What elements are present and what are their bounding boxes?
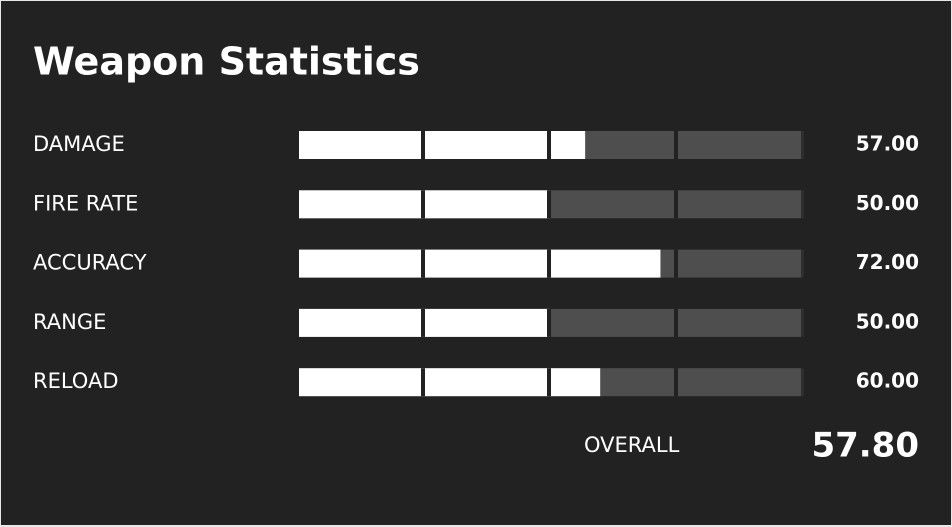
bar-segment-gap bbox=[674, 368, 678, 397]
stat-label: FIRE RATE bbox=[33, 191, 138, 215]
bar-segment-gap bbox=[674, 190, 678, 219]
bar-end bbox=[801, 249, 804, 278]
bar-fill bbox=[299, 368, 601, 397]
bar-segment-gap bbox=[674, 249, 678, 278]
bar-segment-gap bbox=[547, 131, 551, 159]
bar-end bbox=[801, 368, 804, 397]
bar-fill bbox=[299, 249, 661, 278]
bar-fill bbox=[299, 131, 586, 159]
bar-segment-gap bbox=[421, 368, 425, 397]
overall-value: 57.80 bbox=[811, 426, 919, 466]
stat-label: RELOAD bbox=[33, 369, 119, 393]
stat-value: 72.00 bbox=[856, 250, 919, 274]
overall-label: OVERALL bbox=[584, 433, 680, 457]
bar-segment-gap bbox=[547, 308, 551, 337]
stat-label: RANGE bbox=[33, 310, 106, 334]
bar-segment-gap bbox=[674, 308, 678, 337]
stat-value: 50.00 bbox=[856, 191, 919, 215]
panel-title: Weapon Statistics bbox=[33, 40, 420, 84]
bar-segment-gap bbox=[421, 190, 425, 219]
stat-value: 57.00 bbox=[856, 132, 919, 156]
bar-segment-gap bbox=[547, 368, 551, 397]
stat-label: ACCURACY bbox=[33, 251, 147, 275]
bar-segment-gap bbox=[421, 249, 425, 278]
bar-end bbox=[801, 190, 804, 219]
bar-end bbox=[801, 131, 804, 159]
stat-value: 60.00 bbox=[856, 369, 919, 393]
bar-segment-gap bbox=[547, 190, 551, 219]
bar-end bbox=[801, 308, 804, 337]
bar-segment-gap bbox=[421, 131, 425, 159]
stat-value: 50.00 bbox=[856, 309, 919, 333]
bar-segment-gap bbox=[674, 131, 678, 159]
bar-segment-gap bbox=[421, 308, 425, 337]
bar-segment-gap bbox=[547, 249, 551, 278]
stat-label: DAMAGE bbox=[33, 132, 125, 156]
